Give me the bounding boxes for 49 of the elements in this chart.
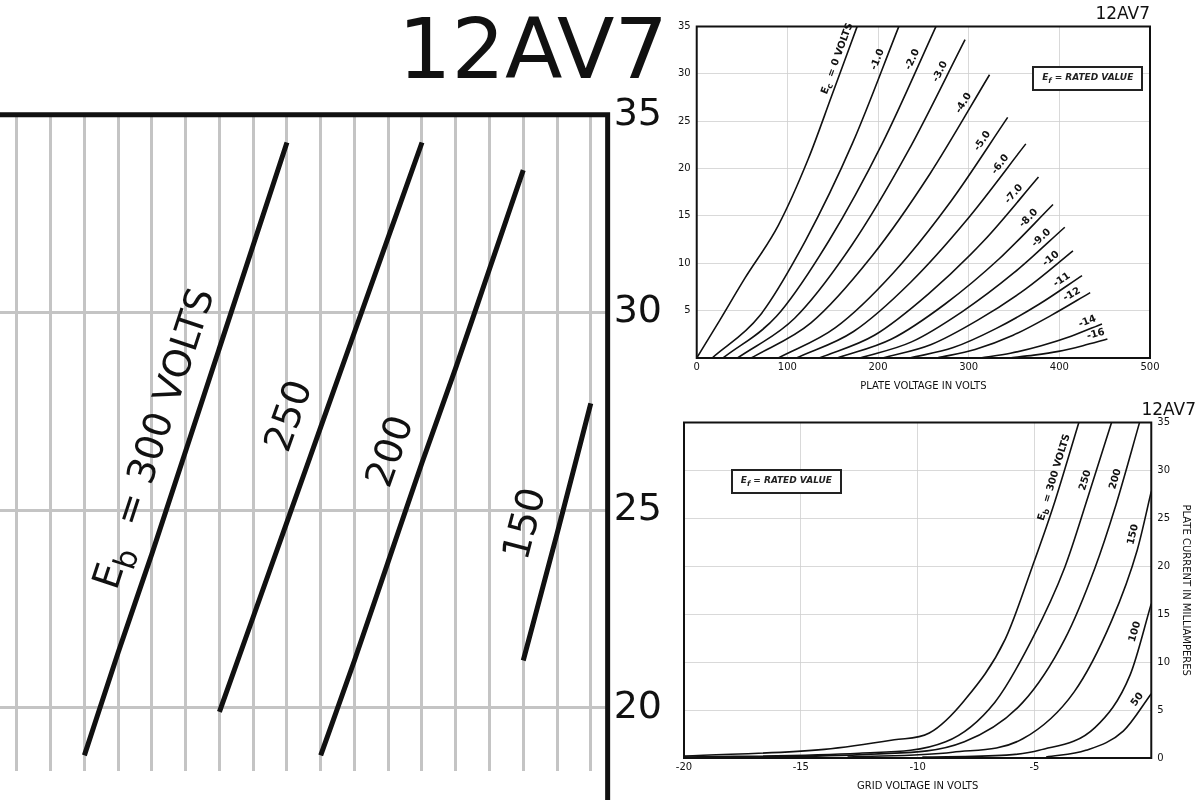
y-tick-label: 35 xyxy=(1157,415,1171,427)
y-tick-label: 25 xyxy=(613,485,663,530)
x-tick-label: 500 xyxy=(1140,360,1160,372)
y-tick-label: 30 xyxy=(1157,463,1171,475)
text: 200 xyxy=(1106,467,1123,491)
y-tick-label: 30 xyxy=(613,287,663,332)
annotation: E$_{f}$ = RATED VALUE xyxy=(730,469,842,495)
y-axis-title: PLATE CURRENT IN MILLIAMPERES xyxy=(1181,504,1193,676)
x-tick-label: -5 xyxy=(1029,760,1040,772)
text: -9.0 xyxy=(1028,225,1053,249)
text: -2.0 xyxy=(902,46,922,72)
text: 250 xyxy=(254,373,321,457)
x-tick-label: 100 xyxy=(777,360,797,372)
text: 100 xyxy=(1125,619,1143,643)
text: Eb = 300 VOLTS xyxy=(1034,432,1072,522)
text: 150 xyxy=(493,482,554,564)
y-tick-label: 25 xyxy=(1157,511,1171,523)
x-tick-label: -10 xyxy=(909,760,926,772)
y-tick-label: 5 xyxy=(1157,703,1164,715)
x-tick-label: 400 xyxy=(1049,360,1069,372)
y-tick-label: 20 xyxy=(613,682,663,727)
text: 150 xyxy=(1124,522,1141,546)
y-tick-label: 20 xyxy=(677,162,691,174)
text: 250 xyxy=(1076,468,1093,492)
x-tick-label: -20 xyxy=(675,760,693,772)
y-tick-label: 35 xyxy=(677,19,691,31)
text: -3.0 xyxy=(929,58,950,84)
y-tick-label: 15 xyxy=(1157,607,1171,619)
x-tick-label: 0 xyxy=(693,360,700,372)
y-tick-label: 20 xyxy=(1157,559,1171,571)
y-tick-label: 30 xyxy=(677,67,691,79)
text: -1.0 xyxy=(867,46,886,72)
y-tick-label: 0 xyxy=(1157,751,1164,763)
y-tick-label: 10 xyxy=(1157,655,1171,667)
text: -10 xyxy=(1039,248,1061,269)
y-tick-label: 10 xyxy=(677,256,691,268)
y-tick-label: 35 xyxy=(613,89,663,134)
x-tick-label: 300 xyxy=(959,360,979,372)
y-tick-label: 5 xyxy=(684,304,691,316)
y-tick-label: 15 xyxy=(677,209,691,221)
x-axis-title: GRID VOLTAGE IN VOLTS xyxy=(856,779,979,791)
x-tick-label: 200 xyxy=(868,360,888,372)
annotation: E$_{f}$ = RATED VALUE xyxy=(1032,66,1144,91)
chart-title: 12AV7 xyxy=(1095,2,1150,23)
x-tick-label: -15 xyxy=(792,760,809,772)
text: 50 xyxy=(1128,690,1146,708)
x-axis-title: PLATE VOLTAGE IN VOLTS xyxy=(860,379,987,391)
y-tick-label: 25 xyxy=(677,114,691,126)
text: Eb = 300 VOLTS xyxy=(83,282,223,595)
